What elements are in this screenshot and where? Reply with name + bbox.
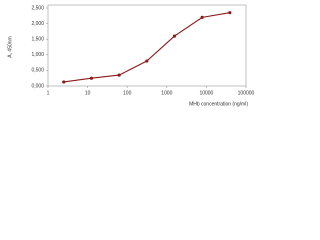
x-tick-label: 10000 [199, 90, 213, 96]
chart: A, 450nm MHb concentration (ng/ml) 0,000… [7, 4, 255, 107]
y-tick-label: 0,500 [31, 68, 44, 74]
y-tick-label: 1,000 [31, 52, 44, 58]
y-tick-label: 1,500 [31, 37, 44, 43]
data-point [228, 11, 232, 15]
data-line [63, 12, 230, 83]
y-tick-label: 0,000 [31, 83, 44, 89]
data-point [200, 15, 204, 19]
data-point [172, 34, 177, 38]
x-tick-label: 100 [123, 90, 132, 96]
x-tick-label: 10 [85, 90, 91, 96]
plot-frame [47, 4, 247, 87]
data-point [145, 59, 149, 63]
x-tick-label: 1000 [161, 90, 172, 96]
data-point [117, 73, 121, 77]
x-axis-label: MHb concentration (ng/ml) [189, 101, 248, 107]
x-tick-label: 1 [47, 90, 50, 96]
data-point [89, 76, 94, 80]
y-tick-label: 2,000 [31, 21, 44, 27]
y-tick-label: 2,500 [31, 5, 44, 11]
x-tick-label: 100000 [238, 90, 255, 96]
y-axis-label: A, 450nm [7, 36, 13, 57]
data-point [62, 80, 66, 84]
